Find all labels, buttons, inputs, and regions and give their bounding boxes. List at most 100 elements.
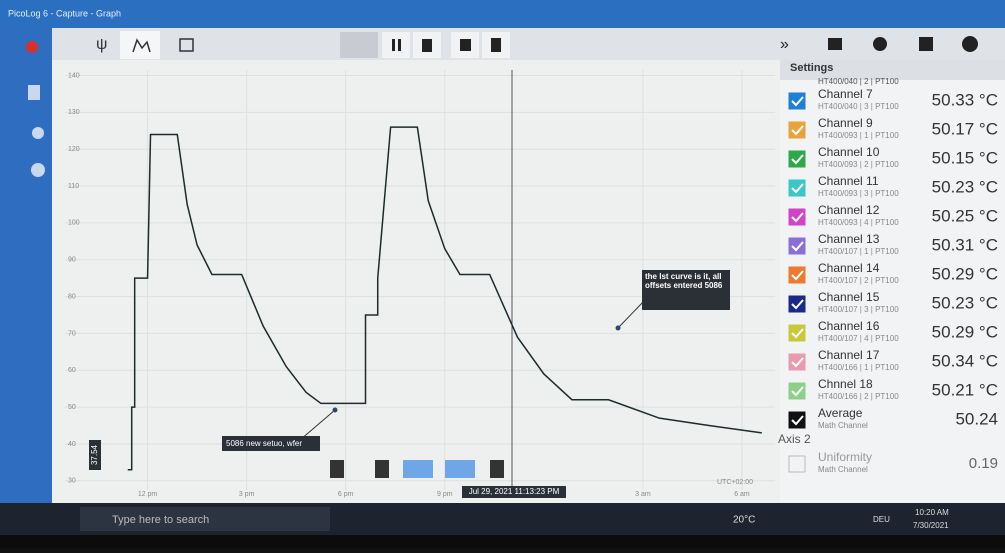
channel-sub: HT400/107 | 1 | PT100: [818, 247, 899, 256]
checkbox[interactable]: [789, 122, 805, 138]
channel-value: 50.25 °C: [932, 206, 998, 225]
record-button[interactable]: [26, 41, 38, 53]
list-button[interactable]: [828, 38, 842, 50]
channel-name: Channel 11: [818, 174, 879, 188]
toolbar-slot: [340, 32, 378, 58]
title-bar: [0, 0, 1005, 28]
y-tick-label: 70: [68, 330, 76, 337]
channel-value: 50.34 °C: [932, 351, 998, 370]
y-tick-label: 60: [68, 367, 76, 374]
axis-label: Axis 2: [778, 432, 811, 446]
annotation-point: [333, 408, 338, 413]
channel-name: Channel 9: [818, 116, 873, 130]
y-tick-label: 120: [68, 146, 80, 153]
devices-tab[interactable]: ψ: [96, 36, 107, 53]
channel-value: 50.33 °C: [932, 90, 998, 109]
x-tick-label: 12 pm: [138, 491, 158, 498]
help-icon[interactable]: [31, 163, 45, 177]
channel-sub: HT400/093 | 2 | PT100: [818, 160, 899, 169]
channel-sub: HT400/093 | 1 | PT100: [818, 131, 899, 140]
checkbox[interactable]: [789, 180, 805, 196]
file-icon[interactable]: [28, 85, 40, 100]
channel-value: 50.31 °C: [932, 235, 998, 254]
channel-name: Channel 13: [818, 232, 880, 246]
channel-value: 50.29 °C: [932, 322, 998, 341]
checkbox[interactable]: [789, 325, 805, 341]
channel-name: Channel 15: [818, 290, 880, 304]
timezone: UTC+02:00: [717, 479, 753, 486]
channel-value: 0.19: [969, 455, 998, 472]
x-tick-label: 6 pm: [338, 491, 354, 498]
channel-sub: Math Channel: [818, 465, 868, 474]
channel-sub: Math Channel: [818, 421, 868, 430]
y-tick-label: 110: [68, 183, 79, 190]
pause-button[interactable]: [382, 32, 410, 58]
checkbox[interactable]: [789, 267, 805, 283]
channel-value: 50.21 °C: [932, 380, 998, 399]
channel-sub: HT400/166 | 1 | PT100: [818, 363, 899, 372]
graph-tool[interactable]: [490, 460, 504, 478]
info-button[interactable]: [962, 36, 978, 52]
checkbox[interactable]: [789, 238, 805, 254]
axis-readout: 37.54: [90, 444, 99, 465]
checkbox[interactable]: [789, 209, 805, 225]
checkbox[interactable]: [789, 296, 805, 312]
y-tick-label: 140: [68, 72, 80, 79]
x-tick-label: 6 am: [734, 491, 750, 498]
collapse-button[interactable]: »: [780, 36, 789, 53]
y-tick-label: 80: [68, 293, 76, 300]
checkbox[interactable]: [789, 412, 805, 428]
channel-sub: HT400/107 | 3 | PT100: [818, 305, 899, 314]
checkbox[interactable]: [789, 383, 805, 399]
channel-name: Channel 10: [818, 145, 880, 159]
alarm-button[interactable]: [873, 37, 887, 51]
channel-sub: HT400/093 | 3 | PT100: [818, 189, 899, 198]
graph-tool[interactable]: [375, 460, 389, 478]
graph-tool[interactable]: [403, 460, 433, 478]
channel-value: 50.23 °C: [932, 293, 998, 312]
channel-value: 50.29 °C: [932, 264, 998, 283]
screen: PicoLog 6 - Capture - Graph ψ » Settings…: [0, 0, 1005, 548]
window-title: PicoLog 6 - Capture - Graph: [8, 8, 121, 18]
notes-button[interactable]: [919, 37, 933, 51]
annotation-text: 5086 new setuo, wfer: [226, 439, 302, 448]
channel-sub: HT400/093 | 4 | PT100: [818, 218, 899, 227]
checkbox[interactable]: [789, 93, 805, 109]
annotation-point: [616, 326, 621, 331]
y-tick-label: 130: [68, 109, 80, 116]
channel-name: Channel 14: [818, 261, 880, 275]
weather: 20°C: [733, 515, 755, 526]
clock-time: 10:20 AM: [915, 508, 949, 517]
cursor-label: Jul 29, 2021 11:13:23 PM: [469, 487, 560, 496]
checkbox[interactable]: [789, 151, 805, 167]
y-tick-label: 50: [68, 404, 76, 411]
checkbox[interactable]: [789, 354, 805, 370]
x-tick-label: 3 pm: [239, 491, 255, 498]
graph-tool[interactable]: [445, 460, 475, 478]
channel-value: 50.24: [955, 409, 998, 428]
y-tick-label: 90: [68, 257, 76, 264]
channel-name: Chnnel 18: [818, 377, 873, 391]
y-tick-label: 100: [68, 220, 80, 227]
channel-value: 50.15 °C: [932, 148, 998, 167]
graph-tool[interactable]: [330, 460, 344, 478]
clock-date: 7/30/2021: [913, 521, 949, 530]
channel-name: Channel 16: [818, 319, 880, 333]
search-text: Type here to search: [112, 514, 209, 526]
channel-sub: HT400/040 | 3 | PT100: [818, 102, 899, 111]
channel-sub: HT400/166 | 2 | PT100: [818, 392, 899, 401]
channel-name: Average: [818, 406, 863, 420]
channel-name: Channel 12: [818, 203, 880, 217]
channel-sub: HT400/107 | 4 | PT100: [818, 334, 899, 343]
partial-row: HT400/040 | 2 | PT100: [818, 77, 899, 86]
annotation-wrap: the lst curve is it, all offsets entered…: [645, 272, 729, 310]
x-tick-label: 9 pm: [437, 491, 453, 498]
language: DEU: [873, 515, 890, 524]
channel-name: Uniformity: [818, 450, 872, 464]
channel-value: 50.23 °C: [932, 177, 998, 196]
y-tick-label: 30: [68, 478, 76, 485]
settings-icon[interactable]: [32, 127, 44, 139]
y-tick-label: 40: [68, 441, 76, 448]
sidebar: [0, 28, 52, 503]
channel-sub: HT400/107 | 2 | PT100: [818, 276, 899, 285]
